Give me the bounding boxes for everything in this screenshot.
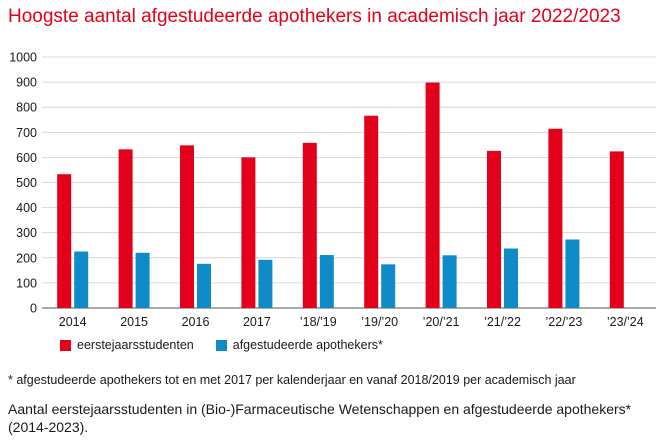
y-tick-label: 700 bbox=[16, 126, 37, 140]
chart-title: Hoogste aantal afgestudeerde apothekers … bbox=[8, 6, 621, 27]
bar-afgestudeerde-apothekers-1 bbox=[135, 252, 150, 308]
y-tick-label: 600 bbox=[16, 151, 37, 165]
x-tick-label: ’21/’22 bbox=[484, 315, 521, 329]
legend-item-afgestudeerde-apothekers: afgestudeerde apothekers* bbox=[215, 338, 383, 352]
legend-swatch-red bbox=[60, 339, 71, 351]
y-tick-label: 300 bbox=[16, 226, 37, 240]
bars bbox=[57, 82, 624, 309]
legend-label-afgestudeerde-apothekers: afgestudeerde apothekers* bbox=[232, 338, 383, 352]
gridlines bbox=[42, 56, 656, 309]
bar-eerstejaarsstudenten-7 bbox=[487, 150, 501, 308]
legend: eerstejaarsstudenten afgestudeerde apoth… bbox=[60, 338, 383, 352]
y-tick-label: 500 bbox=[16, 176, 37, 190]
y-tick-label: 900 bbox=[16, 76, 37, 90]
bar-eerstejaarsstudenten-6 bbox=[425, 82, 440, 309]
x-tick-label: ’23/’24 bbox=[607, 315, 644, 329]
bar-eerstejaarsstudenten-2 bbox=[180, 145, 194, 308]
y-tick-label: 400 bbox=[16, 201, 37, 215]
bar-afgestudeerde-apothekers-8 bbox=[565, 239, 580, 308]
x-axis-ticks: 2014 2015 2016 2017 ’18/’19 ’19/’20 ’20/’21 ’21… bbox=[59, 315, 644, 329]
x-tick-label: ’20/’21 bbox=[423, 315, 460, 329]
x-tick-label: 2014 bbox=[59, 315, 87, 329]
footnote: * afgestudeerde apothekers tot en met 20… bbox=[8, 373, 576, 387]
x-tick-label: 2017 bbox=[243, 315, 271, 329]
bar-afgestudeerde-apothekers-4 bbox=[319, 255, 334, 308]
bar-eerstejaarsstudenten-1 bbox=[118, 149, 133, 308]
bar-afgestudeerde-apothekers-6 bbox=[442, 255, 457, 308]
caption: Aantal eerstejaarsstudenten in (Bio-)Far… bbox=[8, 401, 632, 435]
bar-afgestudeerde-apothekers-3 bbox=[258, 259, 273, 308]
bar-eerstejaarsstudenten-5 bbox=[364, 115, 379, 308]
bar-afgestudeerde-apothekers-5 bbox=[381, 264, 396, 308]
y-tick-label: 1000 bbox=[9, 51, 37, 65]
bar-eerstejaarsstudenten-4 bbox=[302, 142, 317, 308]
x-tick-label: ’22/’23 bbox=[545, 315, 582, 329]
y-axis-ticks: 0 100 200 300 400 500 600 700 800 900 1000 bbox=[9, 51, 37, 316]
bar-eerstejaarsstudenten-3 bbox=[241, 157, 256, 308]
x-tick-label: 2016 bbox=[182, 315, 210, 329]
bar-eerstejaarsstudenten-9 bbox=[609, 151, 624, 308]
y-tick-label: 200 bbox=[16, 251, 37, 265]
bar-eerstejaarsstudenten-0 bbox=[57, 174, 72, 308]
legend-swatch-blue bbox=[215, 339, 227, 351]
legend-item-eerstejaarsstudenten: eerstejaarsstudenten bbox=[60, 338, 194, 352]
x-tick-label: 2015 bbox=[120, 315, 148, 329]
bar-afgestudeerde-apothekers-7 bbox=[504, 248, 518, 308]
bar-afgestudeerde-apothekers-2 bbox=[197, 263, 211, 308]
legend-label-eerstejaarsstudenten: eerstejaarsstudenten bbox=[77, 338, 194, 352]
y-tick-label: 0 bbox=[30, 302, 37, 316]
y-tick-label: 100 bbox=[16, 276, 37, 290]
bar-eerstejaarsstudenten-8 bbox=[548, 128, 563, 308]
y-tick-label: 800 bbox=[16, 101, 37, 115]
bar-afgestudeerde-apothekers-0 bbox=[74, 251, 89, 308]
x-tick-label: ’18/’19 bbox=[300, 315, 337, 329]
x-tick-label: ’19/’20 bbox=[361, 315, 398, 329]
